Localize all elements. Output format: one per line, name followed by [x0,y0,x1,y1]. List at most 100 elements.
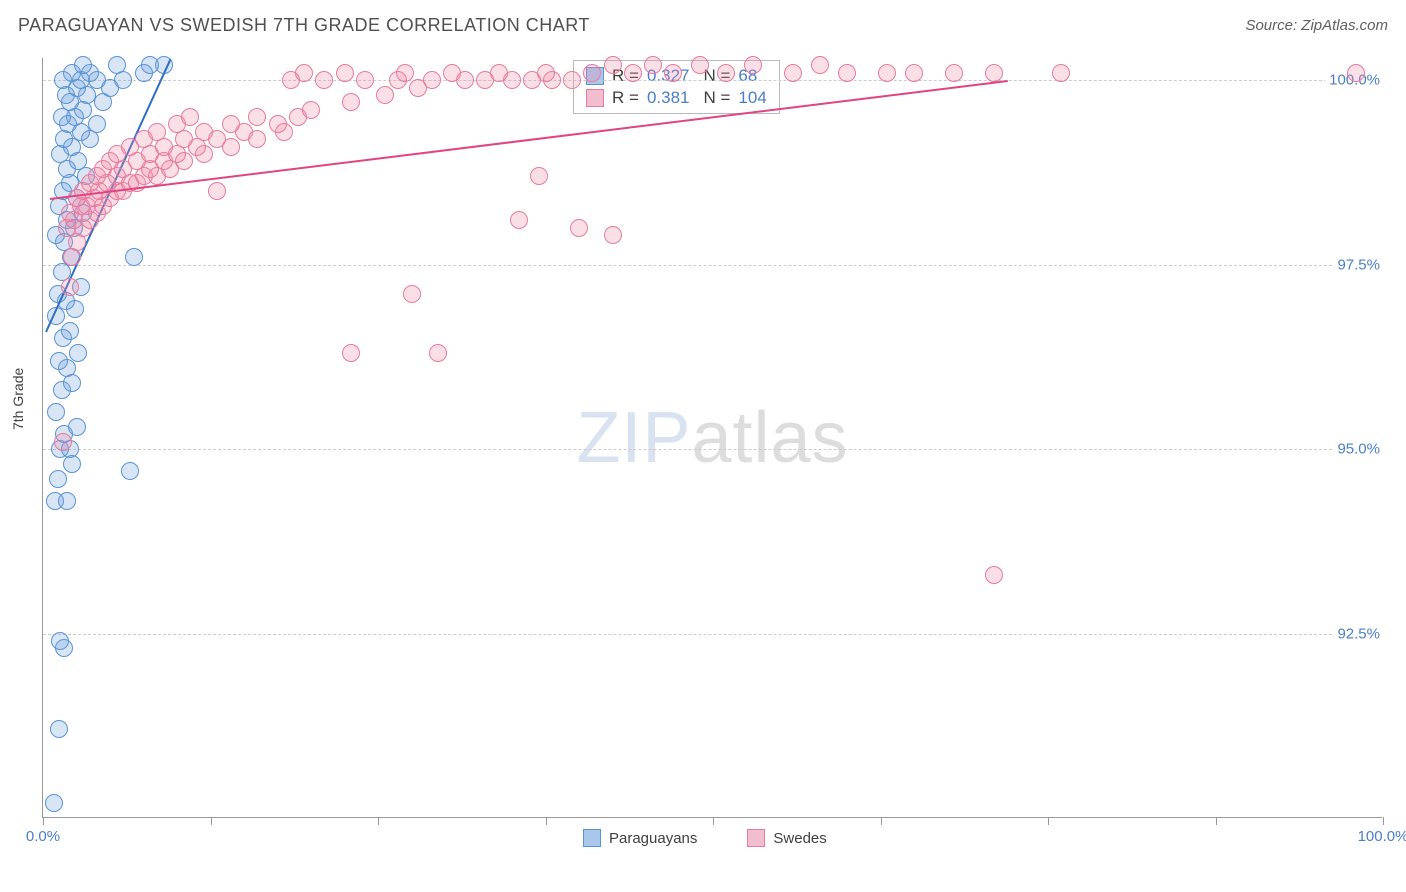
scatter-point [51,632,69,650]
scatter-point [141,56,159,74]
scatter-point [811,56,829,74]
legend-swatch-swedes [747,829,765,847]
scatter-point [490,64,508,82]
x-tick [1216,817,1217,825]
scatter-point [429,344,447,362]
scatter-point [121,462,139,480]
r-value-swedes: 0.381 [647,88,690,108]
legend-label: Paraguayans [609,830,697,847]
scatter-point [74,56,92,74]
scatter-point [125,248,143,266]
scatter-point [604,56,622,74]
y-tick-label: 95.0% [1333,441,1384,458]
scatter-point [342,344,360,362]
scatter-point [108,56,126,74]
scatter-point [717,64,735,82]
scatter-point [58,492,76,510]
scatter-point [50,352,68,370]
legend-item-paraguayans: Paraguayans [583,829,697,847]
x-tick [211,817,212,825]
scatter-point [744,56,762,74]
legend-swatch-paraguayans [583,829,601,847]
scatter-point [208,182,226,200]
scatter-point [336,64,354,82]
x-tick-label: 0.0% [26,828,60,845]
chart-legend: Paraguayans Swedes [583,829,827,847]
scatter-point [423,71,441,89]
x-tick [713,817,714,825]
scatter-point [181,108,199,126]
scatter-point [537,64,555,82]
scatter-point [510,211,528,229]
scatter-point [45,794,63,812]
scatter-point [1052,64,1070,82]
scatter-point [784,64,802,82]
scatter-point [604,226,622,244]
scatter-point [356,71,374,89]
scatter-point [570,219,588,237]
scatter-point [222,115,240,133]
stat-swatch-swedes [586,89,604,107]
scatter-point [403,285,421,303]
y-tick-label: 92.5% [1333,625,1384,642]
stat-row-swedes: R = 0.381 N = 104 [586,88,767,108]
scatter-point [985,566,1003,584]
scatter-point [61,322,79,340]
scatter-point [563,71,581,89]
scatter-chart: ZIPatlas R = 0.327 N = 68 R = 0.381 N = … [42,58,1382,818]
n-label: N = [703,88,730,108]
scatter-point [1347,64,1365,82]
x-tick [378,817,379,825]
scatter-point [530,167,548,185]
scatter-point [148,123,166,141]
gridline [43,634,1382,635]
scatter-point [878,64,896,82]
chart-title: PARAGUAYAN VS SWEDISH 7TH GRADE CORRELAT… [18,15,590,36]
scatter-point [838,64,856,82]
watermark-atlas: atlas [691,398,848,478]
scatter-point [664,64,682,82]
x-tick [43,817,44,825]
watermark: ZIPatlas [576,397,848,479]
scatter-point [443,64,461,82]
scatter-point [195,123,213,141]
scatter-point [47,403,65,421]
x-tick [881,817,882,825]
gridline [43,265,1382,266]
legend-label: Swedes [773,830,826,847]
scatter-point [583,64,601,82]
x-tick [1383,817,1384,825]
scatter-point [985,64,1003,82]
scatter-point [295,64,313,82]
scatter-point [248,108,266,126]
x-tick-label: 100.0% [1358,828,1406,845]
y-axis-label: 7th Grade [10,368,26,430]
scatter-point [54,433,72,451]
scatter-point [396,64,414,82]
legend-item-swedes: Swedes [747,829,826,847]
x-tick [1048,817,1049,825]
gridline [43,449,1382,450]
scatter-point [50,720,68,738]
gridline [43,80,1382,81]
scatter-point [644,56,662,74]
scatter-point [945,64,963,82]
watermark-zip: ZIP [576,398,691,478]
chart-header: PARAGUAYAN VS SWEDISH 7TH GRADE CORRELAT… [0,0,1406,50]
scatter-point [68,418,86,436]
scatter-point [376,86,394,104]
scatter-point [315,71,333,89]
scatter-point [69,344,87,362]
x-tick [546,817,547,825]
y-tick-label: 97.5% [1333,256,1384,273]
scatter-point [905,64,923,82]
n-value-swedes: 104 [738,88,766,108]
scatter-point [302,101,320,119]
scatter-point [88,115,106,133]
scatter-point [61,278,79,296]
scatter-point [691,56,709,74]
scatter-point [269,115,287,133]
source-label: Source: ZipAtlas.com [1245,17,1388,34]
scatter-point [342,93,360,111]
scatter-point [49,470,67,488]
